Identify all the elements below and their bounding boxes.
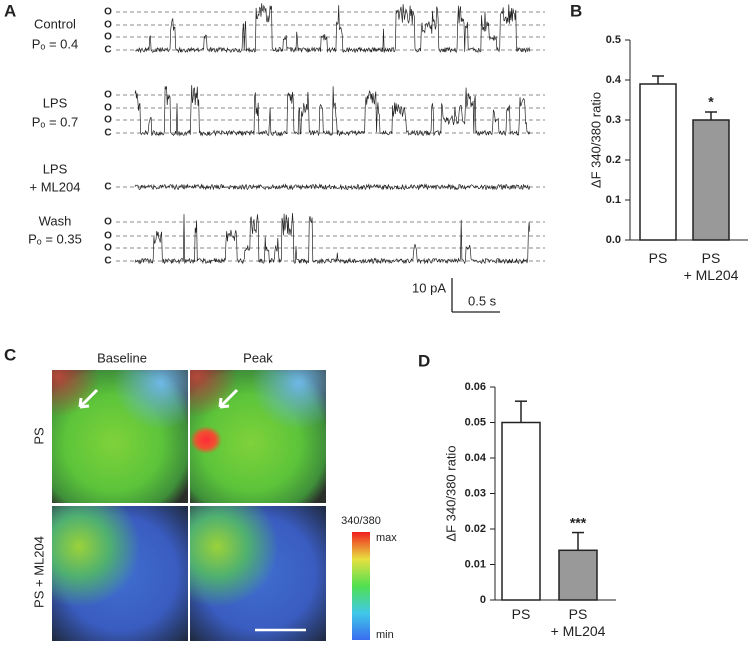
trace-label: Wash (39, 213, 72, 228)
trace (134, 183, 531, 191)
trace-label: Pₒ = 0.4 (32, 36, 78, 51)
arrow (218, 388, 239, 409)
colorbar (352, 532, 370, 640)
row-title: PS (31, 427, 46, 445)
colorbar-title: 340/380 (341, 515, 381, 527)
trace-label: Pₒ = 0.7 (32, 114, 78, 129)
significance: *** (570, 514, 587, 530)
bar (501, 421, 541, 601)
x-tick-label: PS (511, 606, 531, 622)
panel-label: C (4, 345, 16, 364)
column-title: Baseline (97, 350, 147, 365)
y-tick-label: 0.03 (465, 487, 486, 499)
y-tick-label: 0.2 (606, 154, 621, 166)
state-label: O (104, 32, 112, 43)
image (52, 506, 188, 641)
y-axis-label: ΔF 340/380 ratio (588, 92, 603, 188)
state-label: O (104, 231, 112, 242)
state-label: C (104, 182, 111, 193)
trace-label: LPS (43, 161, 68, 176)
x-tick-label: PS (648, 250, 668, 266)
y-axis-label: ΔF 340/380 ratio (443, 445, 458, 541)
y-tick-label: 0.3 (606, 114, 621, 126)
trace (134, 85, 531, 137)
state-label: O (104, 243, 112, 254)
y-tick-label: 0.01 (465, 558, 486, 570)
trace-label: + ML204 (30, 179, 81, 194)
column-title: Peak (243, 350, 273, 365)
trace-label: LPS (43, 95, 68, 110)
trace (134, 3, 531, 54)
y-tick-label: 0.02 (465, 523, 486, 535)
scale-label: 0.5 s (468, 293, 497, 308)
panel-label: D (418, 351, 430, 370)
state-label: O (104, 90, 112, 101)
state-label: C (104, 256, 111, 267)
trace-label: Pₒ = 0.35 (28, 231, 82, 246)
scale-label: 10 pA (412, 280, 446, 295)
panel-label: A (4, 1, 16, 20)
image (190, 506, 326, 641)
bar (692, 119, 730, 241)
state-label: O (104, 115, 112, 126)
colorbar-label: max (376, 532, 397, 544)
bar (639, 83, 677, 241)
colorbar-label: min (376, 629, 394, 641)
state-label: C (104, 45, 111, 56)
panel-label: B (570, 1, 582, 20)
state-label: C (104, 128, 111, 139)
y-tick-label: 0.05 (465, 416, 486, 428)
arrow (78, 388, 99, 409)
trace (134, 212, 531, 265)
y-tick-label: 0.04 (465, 452, 487, 464)
image (52, 370, 188, 503)
image (190, 370, 326, 503)
state-label: O (104, 217, 112, 228)
y-tick-label: 0.4 (606, 74, 622, 86)
trace-label: Control (34, 16, 76, 31)
state-label: O (104, 7, 112, 18)
y-tick-label: 0 (480, 594, 486, 606)
state-label: O (104, 103, 112, 114)
x-tick-label: PS + ML204 (683, 250, 739, 283)
state-label: O (104, 20, 112, 31)
y-tick-label: 0.0 (606, 234, 621, 246)
significance: * (708, 94, 714, 110)
y-tick-label: 0.06 (465, 381, 486, 393)
y-tick-label: 0.1 (606, 194, 621, 206)
row-title: PS + ML204 (31, 536, 46, 608)
y-tick-label: 0.5 (606, 34, 621, 46)
bar (558, 549, 598, 601)
x-tick-label: PS + ML204 (550, 606, 606, 639)
